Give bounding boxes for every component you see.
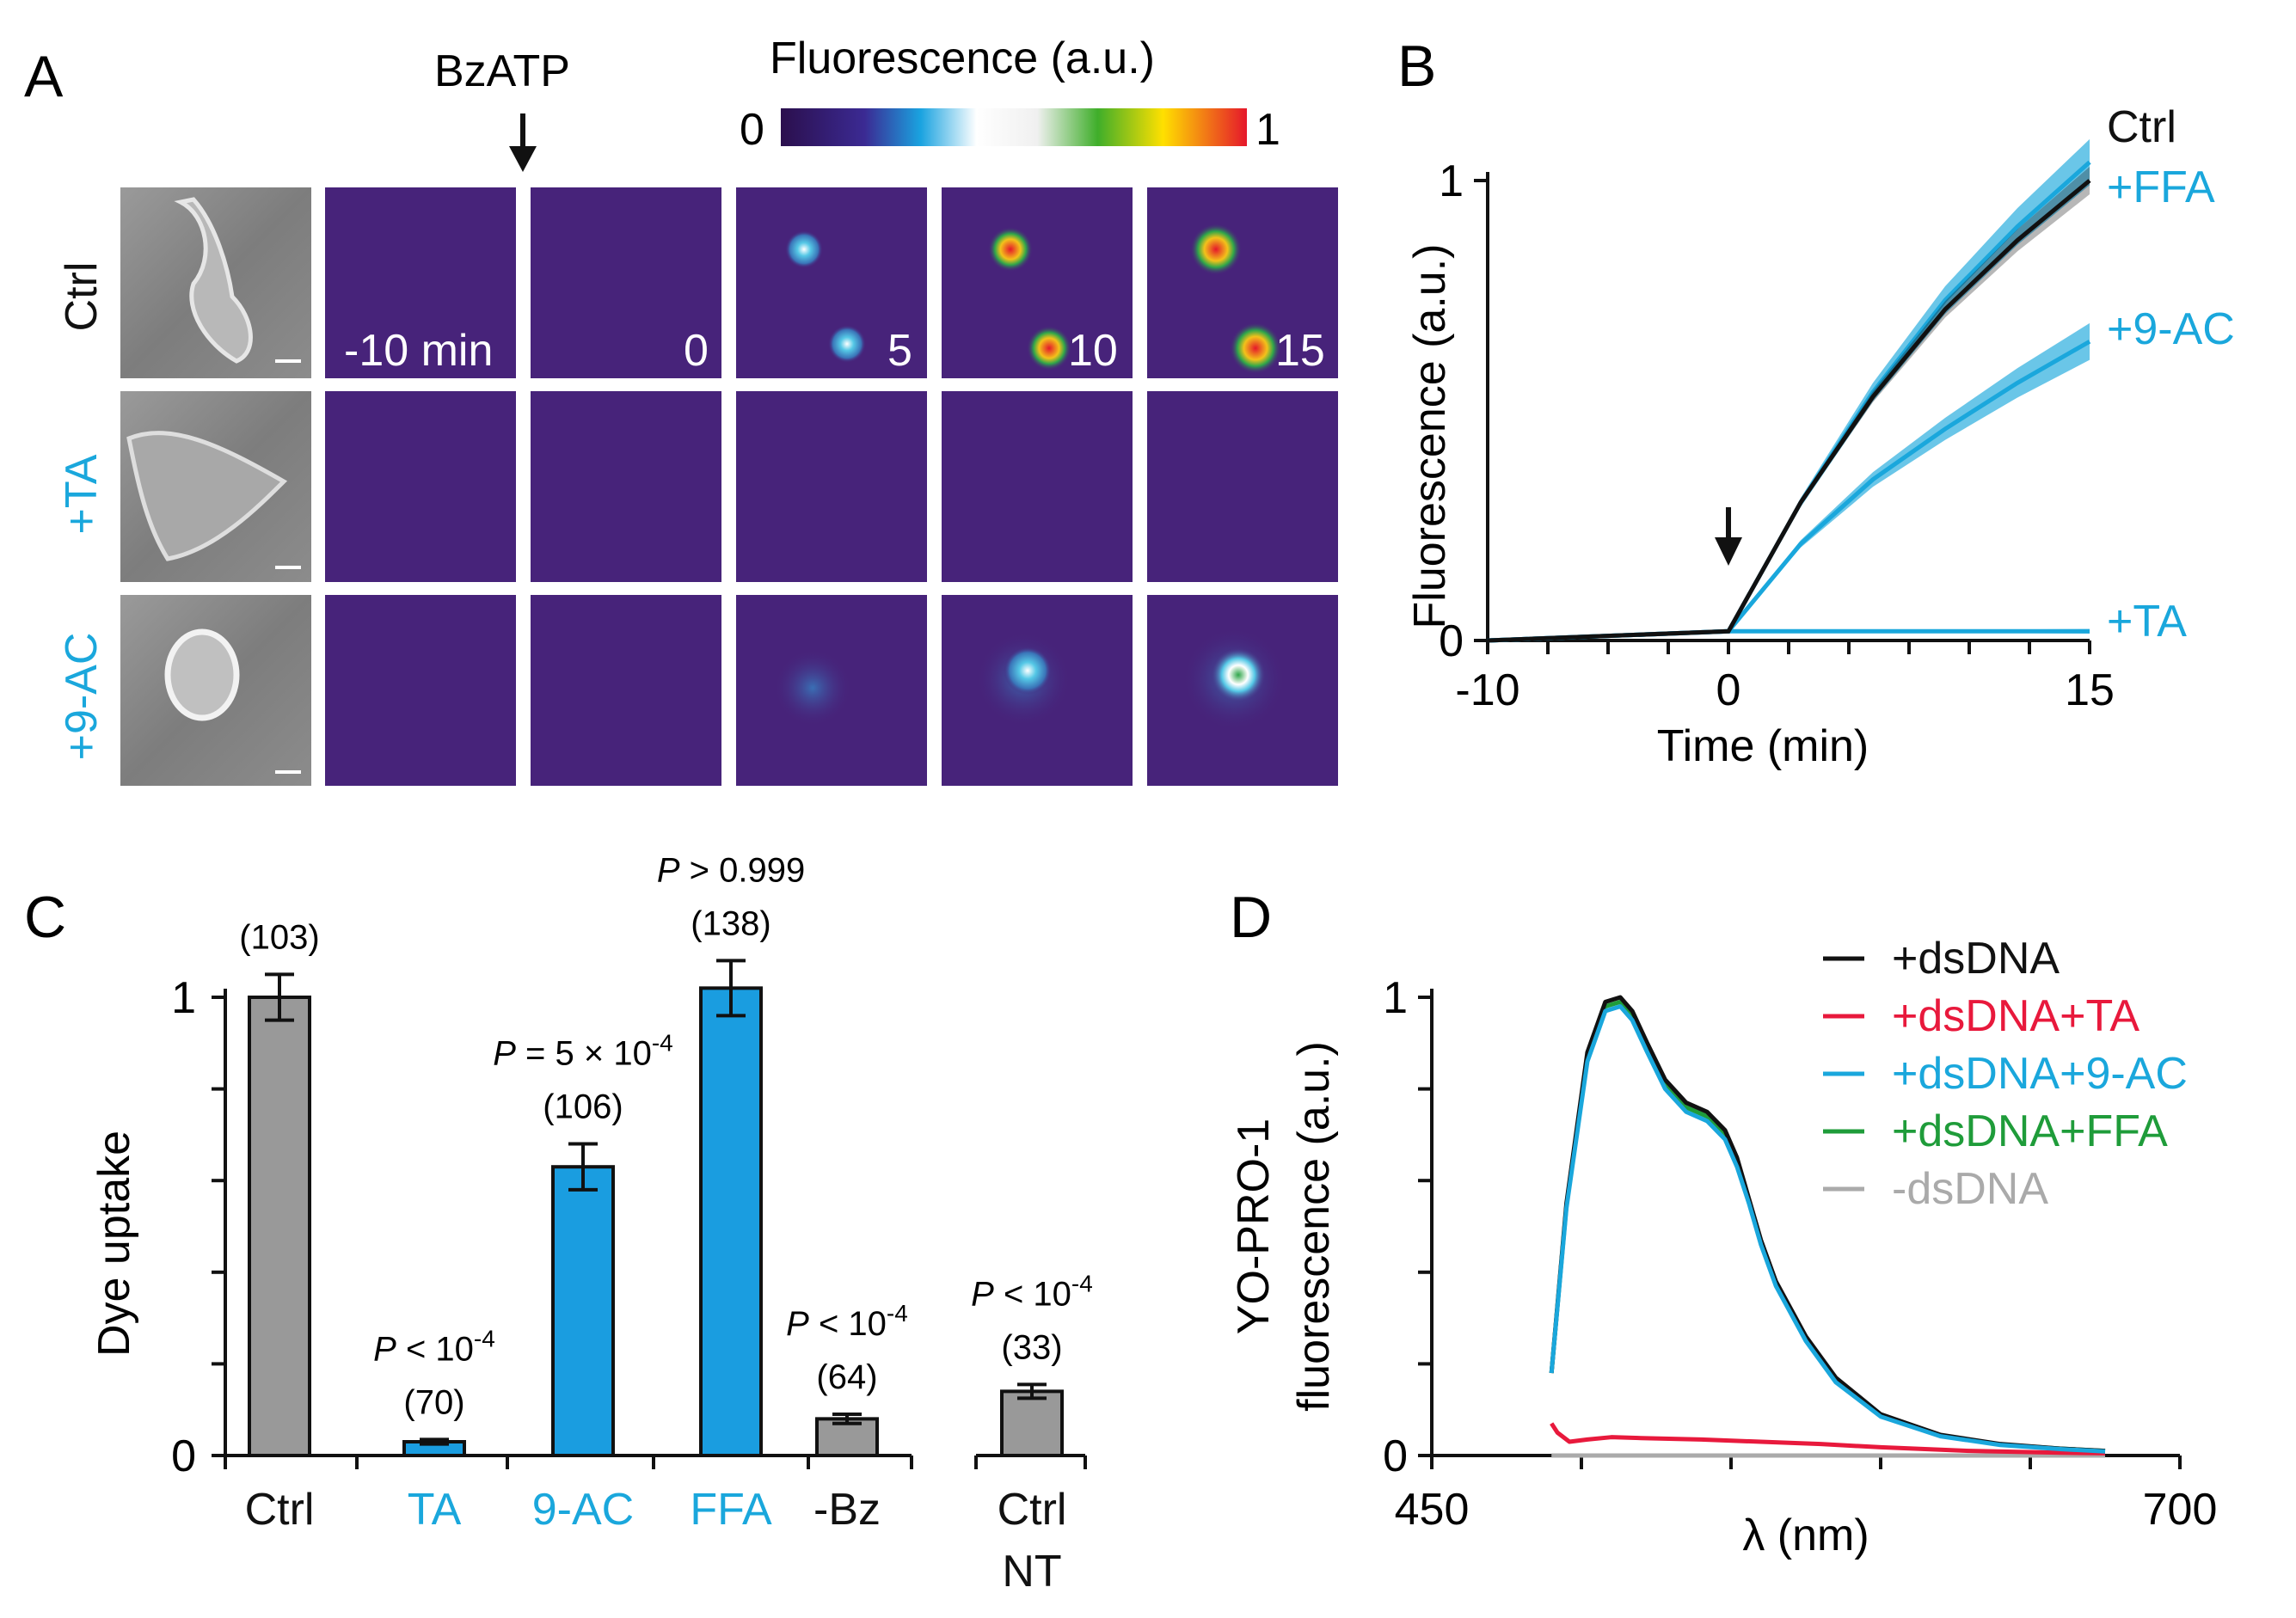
n-label: (33) (1001, 1328, 1062, 1366)
row-label-ctrl: Ctrl (57, 262, 107, 332)
panel-a: A BzATP Fluorescence (a.u.) 0 1 Ctrl +TA… (24, 34, 1338, 786)
x-axis-label-d: λ (nm) (1742, 1511, 1869, 1560)
x-tick-label-d: 700 (2143, 1485, 2218, 1535)
panel-label-a: A (24, 44, 64, 109)
phase-image-ta (120, 391, 311, 582)
series-label: +9-AC (2107, 304, 2235, 354)
category-label: NT (1002, 1547, 1061, 1597)
p-value-label: P < 10-4 (971, 1270, 1093, 1313)
y-tick-label-d: 0 (1383, 1431, 1408, 1481)
panel-c: C 0 1 Dye uptake (103) Ctrl (70) P < 10-4 TA (10… (24, 851, 1093, 1597)
panel-label-b: B (1397, 34, 1436, 99)
y-axis-label-d: YO-PRO-1 (1229, 1119, 1279, 1334)
n-label: (70) (403, 1383, 464, 1421)
colorbar-title: Fluorescence (a.u.) (770, 34, 1155, 83)
p-value-label: P > 0.999 (657, 851, 805, 889)
p-value-label: P < 10-4 (786, 1300, 908, 1343)
p-value-label: P < 10-4 (373, 1325, 495, 1368)
y-axis-label-d: fluorescence (a.u.) (1289, 1041, 1339, 1412)
colorbar-min-label: 0 (740, 105, 764, 155)
colorbar-max-label: 1 (1255, 105, 1280, 155)
fluor-tiles-9ac (325, 595, 1338, 786)
phase-image-9ac (120, 595, 311, 786)
fluor-tiles-ctrl (325, 187, 1338, 378)
plot-d: 450 700 0 1 λ (nm) YO-PRO-1 fluorescence (a.u.… (1229, 934, 2217, 1560)
series-label: +TA (2107, 597, 2187, 647)
stimulus-label: BzATP (434, 46, 570, 96)
series-line (1550, 1422, 2106, 1456)
category-label: -Bz (813, 1485, 881, 1535)
n-label: (106) (543, 1088, 623, 1126)
x-axis-label-b: Time (min) (1657, 721, 1869, 771)
series-line (1487, 179, 2091, 643)
time-label-2: 5 (887, 326, 912, 376)
x-tick-label-d: 450 (1395, 1485, 1470, 1535)
category-label: 9-AC (532, 1485, 634, 1535)
category-label: FFA (690, 1485, 772, 1535)
row-label-9ac: +9-AC (57, 633, 107, 761)
series-label: +FFA (2107, 162, 2215, 212)
series-label: Ctrl (2107, 102, 2176, 152)
stimulus-arrowhead-b (1715, 537, 1742, 566)
panel-d: D 450 700 0 1 λ (nm) YO-PRO-1 fluorescence (a.… (1229, 885, 2217, 1560)
time-label-4: 15 (1275, 326, 1325, 376)
n-label: (103) (239, 918, 319, 956)
sem-band (1488, 322, 2090, 640)
x-tick-label-b: 0 (1716, 665, 1741, 715)
x-tick-label-b: -10 (1455, 665, 1519, 715)
phase-image-ctrl (120, 187, 311, 378)
y-tick-label-d: 1 (1383, 973, 1408, 1023)
series-line (1549, 1004, 2106, 1454)
plot-c: 0 1 Dye uptake (103) Ctrl (70) P < 10-4 TA (106)… (89, 851, 1093, 1597)
category-label: Ctrl (998, 1485, 1067, 1535)
n-label: (64) (816, 1358, 877, 1396)
y-axis-label-c: Dye uptake (89, 1131, 139, 1357)
y-axis-label-b: Fluorescence (a.u.) (1405, 244, 1455, 629)
bar (551, 1165, 615, 1457)
legend-label: +dsDNA+9-AC (1892, 1049, 2188, 1099)
legend-label: -dsDNA (1892, 1164, 2048, 1214)
category-label: TA (408, 1485, 462, 1535)
stimulus-arrow (509, 113, 537, 172)
y-tick-label-c: 0 (171, 1431, 196, 1481)
time-label-3: 10 (1068, 326, 1118, 376)
fluor-tiles-ta (325, 391, 1338, 582)
bar (1000, 1389, 1064, 1458)
panel-label-c: C (24, 885, 66, 950)
colorbar (781, 108, 1247, 146)
p-value-label: P = 5 × 10-4 (493, 1030, 673, 1073)
bar (699, 986, 763, 1457)
y-tick-label-b: 0 (1439, 616, 1464, 666)
time-label-1: 0 (684, 326, 709, 376)
legend-label: +dsDNA+FFA (1892, 1106, 2168, 1156)
y-tick-label-c: 1 (171, 973, 196, 1023)
n-label: (138) (691, 904, 770, 942)
category-label: Ctrl (245, 1485, 315, 1535)
bar (248, 996, 311, 1457)
x-tick-label-b: 15 (2065, 665, 2115, 715)
legend-label: +dsDNA (1892, 934, 2060, 984)
panel-label-d: D (1230, 885, 1272, 950)
y-tick-label-b: 1 (1439, 156, 1464, 206)
legend-label: +dsDNA+TA (1892, 991, 2139, 1041)
time-label-0: -10 min (344, 326, 493, 376)
row-label-ta: +TA (57, 454, 107, 534)
